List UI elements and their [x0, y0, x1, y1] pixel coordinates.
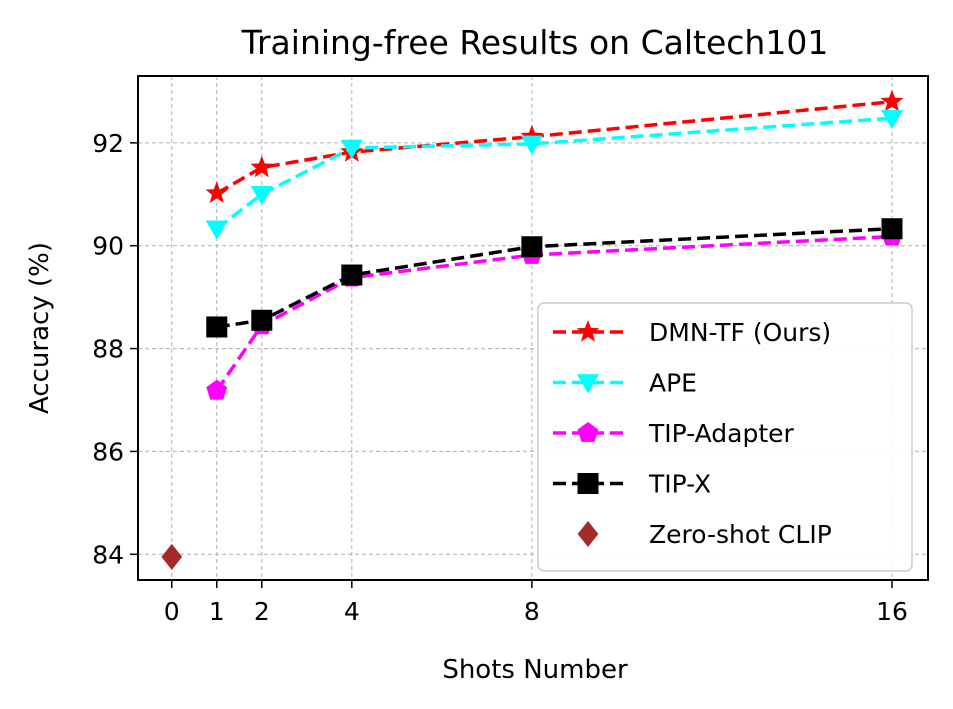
data-point	[251, 309, 273, 331]
y-tick-label: 92	[92, 129, 124, 158]
legend-marker	[577, 374, 599, 394]
legend-marker	[577, 422, 599, 442]
data-point	[206, 316, 228, 338]
data-point	[340, 139, 363, 159]
data-point	[520, 135, 543, 155]
y-tick-label: 90	[92, 232, 124, 261]
legend-item-tip-x: TIP-X	[553, 470, 711, 499]
data-point	[250, 155, 274, 178]
x-axis-ticks: 0 1 2 4 8 16	[164, 580, 908, 626]
legend-item-tip-adapter: TIP-Adapter	[553, 419, 795, 448]
legend-marker	[576, 320, 600, 342]
series-dmn-tf-ours	[205, 89, 904, 203]
data-point	[161, 543, 183, 570]
data-point	[881, 218, 903, 240]
legend-box	[537, 302, 913, 572]
x-tick-label: 0	[164, 597, 180, 626]
plot-frame	[137, 75, 929, 581]
data-point	[205, 181, 229, 203]
y-tick-label: 86	[92, 437, 124, 466]
legend-item-dmn-tf-ours: DMN-TF (Ours)	[553, 318, 831, 347]
y-axis-label: Accuracy (%)	[25, 242, 55, 414]
legend-marker	[577, 473, 599, 494]
legend-label: Zero-shot CLIP	[649, 520, 832, 549]
legend: DMN-TF (Ours) APE TIP-Adapter TIP-X Zero-sho…	[537, 302, 913, 572]
data-point	[520, 124, 544, 147]
x-axis-label: Shots Number	[442, 655, 628, 685]
series-line	[215, 99, 893, 195]
x-tick-label: 1	[209, 597, 225, 626]
x-tick-label: 4	[344, 597, 360, 626]
x-tick-label: 8	[524, 597, 540, 626]
series-tip-x	[206, 218, 903, 338]
legend-item-ape: APE	[553, 369, 697, 398]
chart-title: Training-free Results on Caltech101	[241, 23, 829, 62]
y-tick-label: 84	[92, 540, 124, 569]
series-layer	[161, 89, 904, 570]
data-point	[521, 236, 543, 258]
series-line	[216, 226, 893, 329]
legend-label: TIP-X	[648, 470, 711, 499]
legend-label: TIP-Adapter	[648, 419, 795, 448]
data-point	[250, 186, 273, 206]
series-zero-shot-clip	[161, 543, 183, 570]
y-tick-label: 88	[92, 335, 124, 364]
data-point	[881, 109, 903, 130]
data-point	[341, 264, 363, 286]
data-point	[205, 220, 228, 240]
data-point	[206, 379, 228, 400]
legend-marker	[577, 521, 599, 547]
series-ape	[205, 109, 903, 240]
legend-label: APE	[649, 369, 697, 398]
y-axis-ticks: 84 86 88 90 92	[92, 129, 138, 569]
data-point	[880, 89, 904, 112]
x-tick-label: 16	[876, 597, 908, 626]
legend-label: DMN-TF (Ours)	[649, 318, 831, 347]
x-tick-label: 2	[254, 597, 270, 626]
legend-item-zero-shot-clip: Zero-shot CLIP	[577, 520, 832, 549]
